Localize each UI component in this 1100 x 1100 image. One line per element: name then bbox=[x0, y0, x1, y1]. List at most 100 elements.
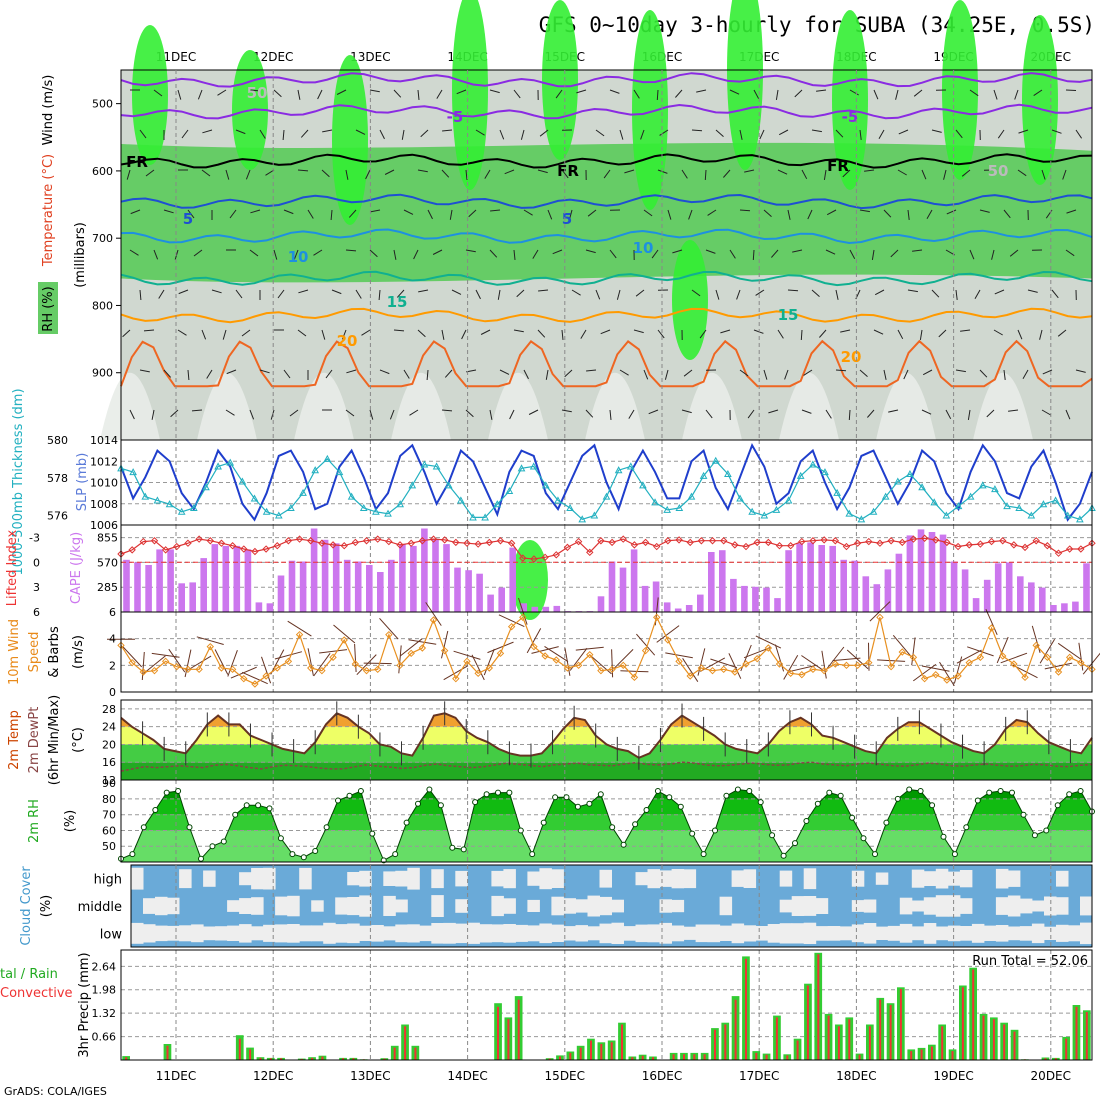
rh-label-1: 2m RH bbox=[27, 799, 42, 843]
rh-point bbox=[906, 786, 913, 793]
cloud-gap bbox=[767, 924, 781, 943]
wind-barb bbox=[993, 329, 1003, 336]
wind-barb bbox=[289, 409, 299, 417]
wind-speed-point bbox=[485, 664, 494, 672]
wind-barb bbox=[864, 169, 875, 172]
cape-bar bbox=[432, 538, 439, 612]
wind-barb bbox=[571, 289, 581, 296]
thickness-point bbox=[335, 468, 344, 476]
wind-label: Wind (m/s) bbox=[41, 75, 56, 146]
cape-bar bbox=[145, 565, 152, 612]
cloud-gap bbox=[263, 867, 276, 890]
convective-bar bbox=[125, 1057, 128, 1060]
cape-bar bbox=[189, 582, 196, 612]
rh-point bbox=[974, 797, 981, 804]
cape-bar bbox=[321, 539, 329, 612]
wind-barb-10m bbox=[564, 648, 571, 676]
wind-barb bbox=[539, 129, 549, 137]
y-tick-label: 800 bbox=[92, 299, 113, 312]
li-point bbox=[742, 542, 750, 551]
wind-barb bbox=[1033, 89, 1043, 97]
thickness-point bbox=[323, 454, 332, 462]
contour-label: 50 bbox=[247, 84, 268, 102]
rh-label: RH (%) bbox=[41, 286, 56, 331]
rh-dry-low bbox=[488, 372, 548, 440]
wind-barb bbox=[919, 329, 923, 340]
wind-barb bbox=[955, 289, 958, 300]
li-point bbox=[909, 535, 918, 543]
cape-bar bbox=[123, 559, 130, 612]
wind-barb bbox=[555, 89, 563, 99]
li-point bbox=[507, 539, 516, 547]
wind-barb bbox=[1065, 89, 1077, 91]
cloud-gap bbox=[635, 924, 648, 943]
cloud-gap bbox=[1044, 896, 1057, 916]
cape-bar bbox=[134, 562, 141, 612]
cape-bar bbox=[917, 529, 925, 612]
rh-point bbox=[563, 794, 570, 801]
li-point bbox=[362, 537, 371, 545]
thickness-point bbox=[578, 515, 587, 523]
rh-point bbox=[1077, 788, 1084, 794]
cloud-gap bbox=[587, 895, 600, 917]
wind-barb bbox=[974, 289, 981, 299]
cape-bar bbox=[310, 528, 318, 612]
wind-barb bbox=[729, 249, 736, 259]
wind-speed-point bbox=[563, 664, 572, 672]
contour-label: 20 bbox=[841, 348, 862, 366]
cape-bar bbox=[961, 569, 969, 612]
cape-bar bbox=[939, 534, 947, 612]
li-point bbox=[653, 542, 661, 551]
wind-barb bbox=[997, 129, 1005, 139]
wind-speed-point bbox=[1077, 658, 1085, 667]
cloud-gap bbox=[851, 900, 865, 912]
wind-barb bbox=[293, 249, 299, 260]
rh-point bbox=[460, 846, 467, 853]
wind-speed-point bbox=[307, 664, 315, 672]
wind-barb bbox=[393, 329, 405, 332]
wind-barb bbox=[895, 89, 899, 100]
convective-bar bbox=[590, 1040, 592, 1060]
thickness-point bbox=[396, 500, 405, 508]
cloud-gap bbox=[203, 870, 216, 887]
li-point bbox=[820, 536, 828, 544]
cloud-gap bbox=[695, 924, 709, 943]
thickness-point bbox=[493, 500, 502, 508]
wind-barb bbox=[1051, 129, 1062, 134]
wind-barb bbox=[800, 329, 803, 341]
wind-speed-point bbox=[161, 657, 170, 666]
wind-barb bbox=[739, 129, 743, 140]
cloud-gap bbox=[215, 926, 228, 941]
thickness-point bbox=[372, 507, 380, 515]
rh-point bbox=[437, 802, 444, 809]
wind-barb bbox=[139, 369, 150, 373]
contour-label: -5 bbox=[447, 108, 464, 126]
rh-core bbox=[452, 0, 488, 190]
convective-bar bbox=[404, 1026, 407, 1060]
li-point bbox=[697, 537, 706, 545]
cloud-gap bbox=[995, 925, 1009, 942]
wind-speed-point bbox=[999, 652, 1007, 660]
cloud-gap bbox=[815, 926, 829, 941]
cloud-gap bbox=[815, 898, 829, 914]
wind-barb bbox=[1075, 129, 1083, 139]
wind-barb bbox=[946, 209, 957, 215]
cloud-gap bbox=[1007, 926, 1021, 941]
cape-bar bbox=[730, 578, 737, 612]
wind-barb bbox=[1003, 369, 1006, 380]
rh-core bbox=[727, 0, 763, 170]
wind-barb-10m bbox=[892, 634, 912, 658]
thickness-point bbox=[748, 507, 756, 515]
cloud-gap bbox=[779, 899, 793, 913]
convective-bar bbox=[724, 1024, 727, 1060]
wind-speed-point bbox=[440, 646, 449, 655]
wind-barb bbox=[441, 329, 445, 340]
wind-barb bbox=[497, 289, 501, 300]
cape-bar bbox=[399, 544, 406, 612]
wind-barb bbox=[943, 169, 947, 180]
thickness-point bbox=[699, 471, 708, 479]
cloud-gap bbox=[803, 922, 817, 944]
date-label-bottom: 13DEC bbox=[350, 1069, 390, 1083]
wind-barb-10m bbox=[544, 645, 569, 663]
